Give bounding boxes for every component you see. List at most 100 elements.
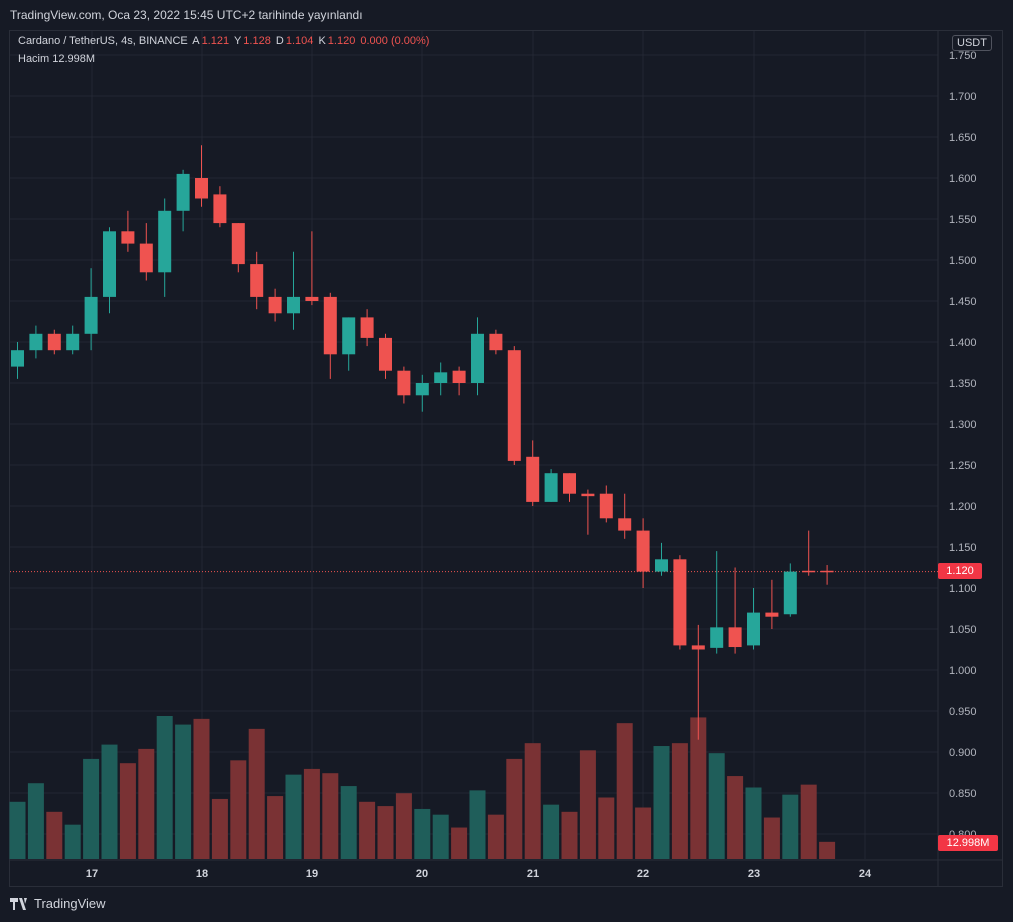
footer-brand-text: TradingView bbox=[34, 896, 106, 911]
candle-body bbox=[158, 210, 172, 273]
volume-bar bbox=[193, 718, 210, 859]
candle-body bbox=[379, 337, 392, 371]
publish-bar: TradingView.com, Oca 23, 2022 15:45 UTC+… bbox=[0, 0, 1013, 30]
volume-bar bbox=[9, 801, 26, 859]
candle-body bbox=[213, 194, 227, 224]
candle-body bbox=[618, 518, 632, 531]
candle-body bbox=[452, 370, 466, 383]
y-tick-label: 1.200 bbox=[949, 501, 977, 513]
symbol-name[interactable]: Cardano / TetherUS, 4s, BINANCE bbox=[18, 35, 188, 47]
volume-bar bbox=[340, 786, 357, 859]
candle-body bbox=[673, 559, 687, 646]
published-info: TradingView.com, Oca 23, 2022 15:45 UTC+… bbox=[10, 8, 363, 22]
y-tick-label: 1.000 bbox=[949, 665, 977, 677]
chart-frame[interactable] bbox=[9, 30, 1003, 887]
y-tick-label: 1.450 bbox=[949, 296, 977, 308]
y-tick-label: 0.850 bbox=[949, 788, 977, 800]
candle-body bbox=[139, 243, 153, 273]
volume-bar bbox=[690, 717, 707, 859]
x-tick-label: 19 bbox=[306, 868, 318, 880]
x-tick-label: 21 bbox=[527, 868, 539, 880]
y-tick-label: 1.700 bbox=[949, 91, 977, 103]
low-label: D bbox=[275, 35, 284, 47]
candle-body bbox=[415, 383, 429, 396]
volume-bar bbox=[248, 728, 265, 859]
candle-body bbox=[783, 571, 797, 615]
volume-bar bbox=[267, 796, 284, 859]
volume-bar bbox=[487, 814, 504, 859]
candle-body bbox=[342, 317, 356, 355]
candle-body bbox=[47, 333, 61, 351]
volume-bar bbox=[303, 768, 320, 859]
candle-body bbox=[195, 178, 208, 199]
candle-body bbox=[489, 333, 503, 351]
currency-badge[interactable]: USDT bbox=[952, 35, 992, 51]
volume-bar bbox=[745, 787, 762, 859]
volume-bar bbox=[763, 817, 780, 859]
volume-value: 12.998M bbox=[52, 53, 96, 65]
volume-label[interactable]: Hacim bbox=[18, 53, 50, 65]
candle-body bbox=[507, 350, 521, 461]
volume-bar bbox=[230, 760, 247, 859]
candle-body bbox=[581, 493, 595, 497]
volume-bar bbox=[27, 783, 44, 859]
volume-bar bbox=[285, 774, 302, 859]
y-tick-label: 1.250 bbox=[949, 460, 977, 472]
y-tick-label: 1.650 bbox=[949, 132, 977, 144]
y-tick-label: 1.100 bbox=[949, 583, 977, 595]
last-price-badge: 1.120 bbox=[938, 563, 982, 579]
open-value: 1.121 bbox=[201, 35, 230, 47]
candle-body bbox=[287, 296, 300, 314]
y-tick-label: 1.350 bbox=[949, 378, 977, 390]
volume-bar bbox=[469, 790, 486, 859]
volume-bar bbox=[800, 784, 817, 859]
volume-bar bbox=[414, 808, 431, 859]
candle-body bbox=[544, 473, 558, 502]
open-label: A bbox=[192, 35, 200, 47]
symbol-legend: Cardano / TetherUS, 4s, BINANCE A 1.121 Y… bbox=[18, 35, 431, 47]
y-tick-label: 1.300 bbox=[949, 419, 977, 431]
candle-body bbox=[11, 350, 24, 367]
volume-bar bbox=[616, 723, 633, 859]
candle-body bbox=[231, 223, 245, 265]
candle-body bbox=[176, 173, 190, 211]
y-tick-label: 1.750 bbox=[949, 50, 977, 62]
volume-bar bbox=[579, 750, 596, 859]
candle-body bbox=[802, 570, 816, 573]
volume-bar bbox=[138, 748, 155, 859]
volume-bar bbox=[506, 758, 523, 859]
volume-bar bbox=[83, 758, 100, 859]
y-tick-label: 1.400 bbox=[949, 337, 977, 349]
candle-body bbox=[305, 296, 319, 301]
y-tick-label: 0.950 bbox=[949, 706, 977, 718]
volume-bar bbox=[119, 763, 136, 859]
close-label: K bbox=[318, 35, 326, 47]
tradingview-logo-icon bbox=[10, 897, 27, 910]
candle-body bbox=[471, 333, 484, 383]
x-tick-label: 23 bbox=[748, 868, 760, 880]
high-value: 1.128 bbox=[243, 35, 271, 47]
candle-body bbox=[360, 317, 374, 338]
volume-badge: 12.998M bbox=[938, 835, 998, 851]
close-value: 1.120 bbox=[327, 35, 356, 47]
volume-bar bbox=[561, 811, 578, 859]
volume-bar bbox=[543, 804, 560, 859]
volume-bar bbox=[322, 773, 339, 859]
y-tick-label: 1.050 bbox=[949, 624, 977, 636]
candle-body bbox=[121, 231, 135, 244]
candle-body bbox=[84, 296, 98, 334]
x-tick-label: 18 bbox=[196, 868, 208, 880]
x-tick-label: 24 bbox=[859, 868, 872, 880]
candle-body bbox=[655, 559, 668, 572]
y-tick-label: 1.150 bbox=[949, 542, 977, 554]
x-tick-label: 20 bbox=[416, 868, 428, 880]
volume-bar bbox=[782, 794, 799, 859]
high-label: Y bbox=[233, 35, 242, 47]
volume-legend: Hacim 12.998M bbox=[18, 53, 95, 65]
footer-brand[interactable]: TradingView bbox=[10, 896, 106, 911]
y-tick-label: 1.550 bbox=[949, 214, 977, 226]
candle-body bbox=[728, 627, 742, 648]
candle-body bbox=[691, 645, 705, 650]
candle-body bbox=[563, 473, 576, 494]
